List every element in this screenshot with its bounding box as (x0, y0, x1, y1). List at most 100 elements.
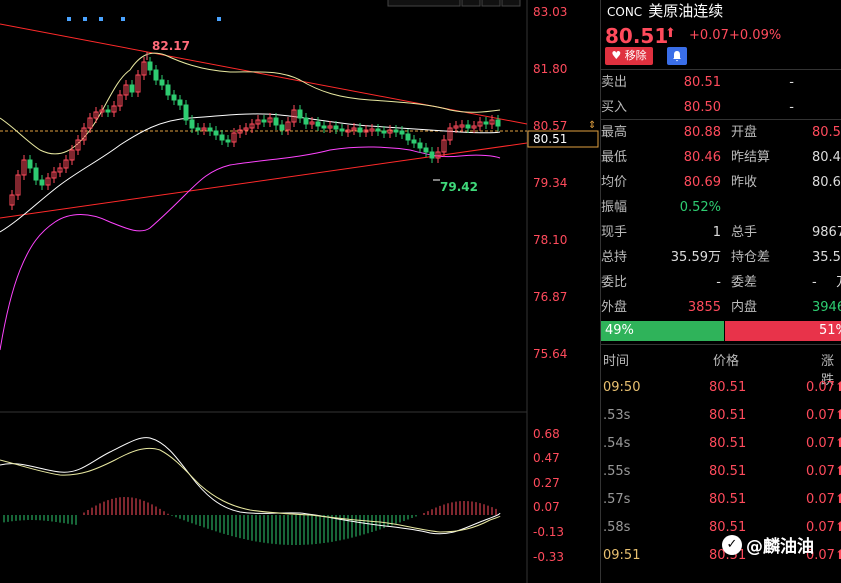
remove-watchlist-button[interactable]: ♥ 移除 (605, 47, 653, 65)
watermark-text: @麟油油 (746, 537, 814, 557)
buy-ratio-fill (601, 321, 724, 341)
tick-time: .58s (603, 520, 631, 535)
quote-label-2: 持仓差 (731, 250, 771, 265)
candle-body (105, 109, 111, 113)
candle-body (69, 149, 75, 161)
tick-time: 09:50 (603, 380, 641, 395)
quote-value: 3855 (687, 300, 721, 315)
candle-body (447, 127, 453, 141)
indicator-tick-label: -0.33 (533, 550, 564, 564)
quote-label: 最高 (601, 125, 628, 140)
candle-body (435, 151, 441, 159)
candle-body (465, 124, 471, 129)
quote-row: 委比 - 委差 - (601, 270, 841, 295)
candle-body (297, 109, 303, 119)
candle-body (357, 127, 363, 133)
candle-body (27, 159, 33, 169)
instrument-header: CONC 美原油连续 (607, 0, 723, 20)
price-tick-label: 75.64 (533, 347, 567, 361)
chart-toolbar[interactable] (387, 0, 521, 7)
quote-label-2: 内盘 (731, 300, 758, 315)
candle-body (387, 129, 393, 134)
candle-body (195, 127, 201, 131)
current-price-tag: 80.51 ⇕ (527, 120, 599, 148)
tick-price: 80.51 (709, 464, 747, 479)
tick-change: 0.07⬆ (806, 542, 841, 570)
up-arrow-icon: ⬆ (835, 436, 841, 451)
candle-body (183, 104, 189, 121)
tick-price: 80.51 (709, 520, 747, 535)
quote-value: 1 (712, 225, 721, 240)
price-axis: 83.03 81.80 80.57 79.34 78.10 76.87 75.64 (533, 5, 567, 361)
candle-body (327, 125, 333, 129)
tick-header-time: 时间 (603, 354, 630, 369)
candle-body (255, 119, 261, 125)
candle-body (267, 117, 273, 123)
candle-body (243, 127, 249, 131)
candles-group (9, 57, 501, 210)
weibo-logo-icon: ✓ (722, 534, 742, 555)
macd-dea-line (0, 447, 501, 533)
candle-body (219, 134, 225, 141)
up-arrow-icon: ⬆ (835, 548, 841, 563)
quote-row: 现手 1 总手 9867 (601, 220, 841, 245)
tick-row: .58s 80.51 0.07⬆ (601, 514, 841, 542)
last-price: 80.51 (605, 24, 669, 48)
candle-body (93, 111, 99, 119)
tick-price: 80.51 (709, 408, 747, 423)
quote-label-2: 昨收 (731, 175, 758, 190)
tick-change: 0.07⬆ (806, 514, 841, 542)
quote-value: 80.46 (683, 150, 721, 165)
candle-body (471, 125, 477, 129)
svg-text:⇕: ⇕ (588, 120, 596, 131)
buy-sell-ratio-bar: 49% 51% (601, 321, 841, 341)
candle-body (489, 119, 495, 125)
candle-body (33, 167, 39, 181)
alert-button[interactable] (667, 47, 687, 65)
up-arrow-icon: ⬆ (835, 380, 841, 395)
candle-body (153, 69, 159, 81)
quote-value: 80.88 (683, 125, 721, 140)
candle-body (111, 105, 117, 113)
quote-value-2: 35.59万 (812, 250, 841, 290)
candle-body (213, 130, 219, 136)
candle-body (231, 132, 237, 143)
candle-body (315, 121, 321, 127)
tick-header-price: 价格 (713, 354, 740, 369)
candle-body (177, 99, 183, 106)
candle-body (207, 127, 213, 132)
candle-body (381, 130, 387, 134)
quote-value-2: 80.59 (812, 125, 841, 140)
ask-label: 卖出 (601, 75, 628, 90)
candle-body (411, 139, 417, 144)
ma-magenta-line (0, 146, 501, 351)
sell-ratio-fill (725, 321, 841, 341)
candle-body (75, 139, 81, 151)
tick-time: .57s (603, 492, 631, 507)
bell-icon (673, 51, 681, 62)
candle-body (441, 139, 447, 153)
low-price-label: 79.42 (440, 180, 478, 194)
svg-text:80.51: 80.51 (533, 132, 567, 146)
up-arrow-icon: ⬆ (835, 492, 841, 507)
candle-body (123, 84, 129, 96)
tick-price: 80.51 (709, 380, 747, 395)
macd-histogram (3, 497, 497, 545)
price-change-pct: +0.09% (729, 28, 782, 43)
candle-body (345, 129, 351, 133)
tick-time: .54s (603, 436, 631, 451)
indicator-tick-label: 0.07 (533, 500, 560, 514)
tick-change: 0.07⬆ (806, 374, 841, 402)
candle-body (285, 121, 291, 131)
candlestick-chart[interactable]: 83.03 81.80 80.57 79.34 78.10 76.87 75.64 0.68… (0, 0, 600, 583)
quote-label-2: 委差 (731, 275, 758, 290)
candle-body (459, 124, 465, 128)
candle-body (45, 177, 51, 186)
sell-ratio-text: 51% (819, 323, 841, 338)
candle-body (393, 129, 399, 133)
quote-row: 最低 80.46 昨结算 80.44 (601, 145, 841, 170)
candle-body (291, 109, 297, 123)
candle-body (453, 125, 459, 129)
tick-row: .55s 80.51 0.07⬆ (601, 458, 841, 486)
